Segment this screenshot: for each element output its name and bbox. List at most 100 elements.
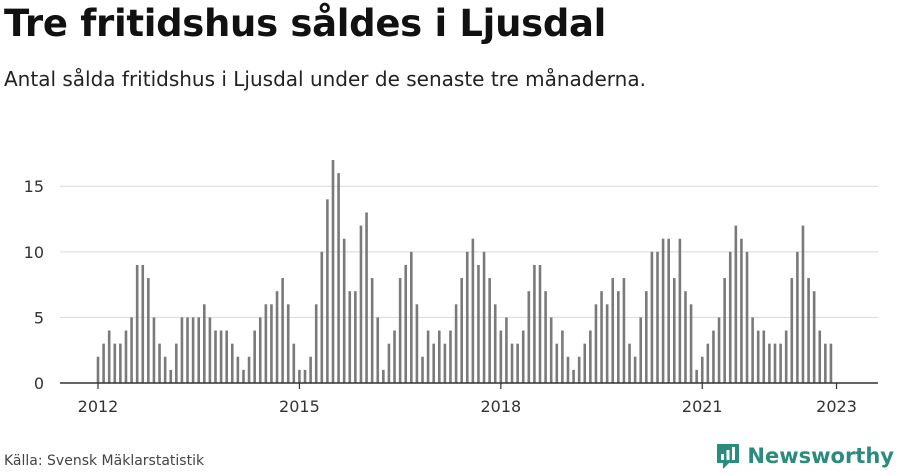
bar <box>147 278 150 383</box>
bar <box>510 343 514 383</box>
bar <box>331 160 335 383</box>
brand-logo[interactable]: Newsworthy <box>715 442 894 470</box>
bar <box>426 330 430 383</box>
bar <box>650 251 654 383</box>
bar <box>264 304 268 383</box>
bar <box>555 343 559 383</box>
bar <box>119 343 122 383</box>
bar <box>359 225 363 383</box>
chart-subtitle: Antal sålda fritidshus i Ljusdal under d… <box>4 67 646 91</box>
bar <box>645 291 648 383</box>
bar <box>398 278 402 383</box>
bar <box>762 330 766 383</box>
bar <box>354 291 357 383</box>
bar <box>197 317 201 383</box>
y-tick-label: 0 <box>34 374 44 393</box>
x-tick-label: 2012 <box>78 397 119 416</box>
bar <box>281 278 284 383</box>
bar <box>449 330 452 383</box>
bar <box>242 369 245 383</box>
bar <box>796 251 799 383</box>
bar <box>370 278 374 383</box>
bar <box>605 304 609 383</box>
bar <box>493 304 497 383</box>
bar <box>628 343 631 383</box>
bar <box>516 343 519 383</box>
bar <box>712 330 715 383</box>
bar <box>773 343 777 383</box>
bar <box>751 317 754 383</box>
bar <box>818 330 822 383</box>
bar <box>169 369 173 383</box>
bar <box>382 369 385 383</box>
bar <box>812 291 816 383</box>
bar <box>230 343 234 383</box>
bar <box>477 264 480 383</box>
bar <box>505 317 508 383</box>
bar <box>236 356 240 383</box>
bar <box>779 343 782 383</box>
bar <box>465 251 469 383</box>
bar <box>208 317 212 383</box>
bar <box>734 225 738 383</box>
y-tick-label: 15 <box>24 177 44 196</box>
bar <box>745 251 749 383</box>
bar <box>410 251 413 383</box>
bar <box>180 317 184 383</box>
bar <box>342 238 346 383</box>
bar <box>768 343 771 383</box>
bar <box>756 330 760 383</box>
bar <box>298 369 301 383</box>
bar <box>141 264 145 383</box>
bar <box>421 356 424 383</box>
bar <box>700 356 704 383</box>
source-note: Källa: Svensk Mäklarstatistik <box>4 453 205 469</box>
bar <box>326 199 329 383</box>
bar <box>292 343 296 383</box>
bar <box>807 278 810 383</box>
bar <box>790 278 794 383</box>
bar <box>314 304 318 383</box>
bar <box>404 264 408 383</box>
bar <box>454 304 458 383</box>
bar <box>107 330 111 383</box>
bar <box>499 330 503 383</box>
bar <box>214 330 217 383</box>
bar <box>633 356 637 383</box>
brand-name: Newsworthy <box>747 444 894 468</box>
bar <box>158 343 161 383</box>
bar <box>247 356 251 383</box>
bar <box>303 369 307 383</box>
bar <box>824 343 827 383</box>
bar <box>672 278 676 383</box>
bar <box>219 330 223 383</box>
bar <box>186 317 189 383</box>
bar <box>348 291 352 383</box>
bar <box>661 238 665 383</box>
bar <box>521 330 525 383</box>
bar <box>309 356 312 383</box>
bar <box>376 317 380 383</box>
bar <box>270 304 273 383</box>
bar <box>723 278 726 383</box>
bar <box>437 330 441 383</box>
bar <box>275 291 279 383</box>
bar <box>482 251 486 383</box>
bar <box>583 343 587 383</box>
bar <box>639 317 643 383</box>
bar <box>135 264 139 383</box>
bar <box>460 278 463 383</box>
bar <box>784 330 788 383</box>
bar <box>728 251 732 383</box>
bar <box>365 212 368 383</box>
bar <box>829 343 833 383</box>
chart-title: Tre fritidshus såldes i Ljusdal <box>4 2 607 45</box>
bar <box>387 343 391 383</box>
bar <box>337 173 340 383</box>
bar <box>225 330 228 383</box>
bar <box>163 356 167 383</box>
bar <box>152 317 156 383</box>
bar <box>617 291 620 383</box>
bar <box>717 317 721 383</box>
